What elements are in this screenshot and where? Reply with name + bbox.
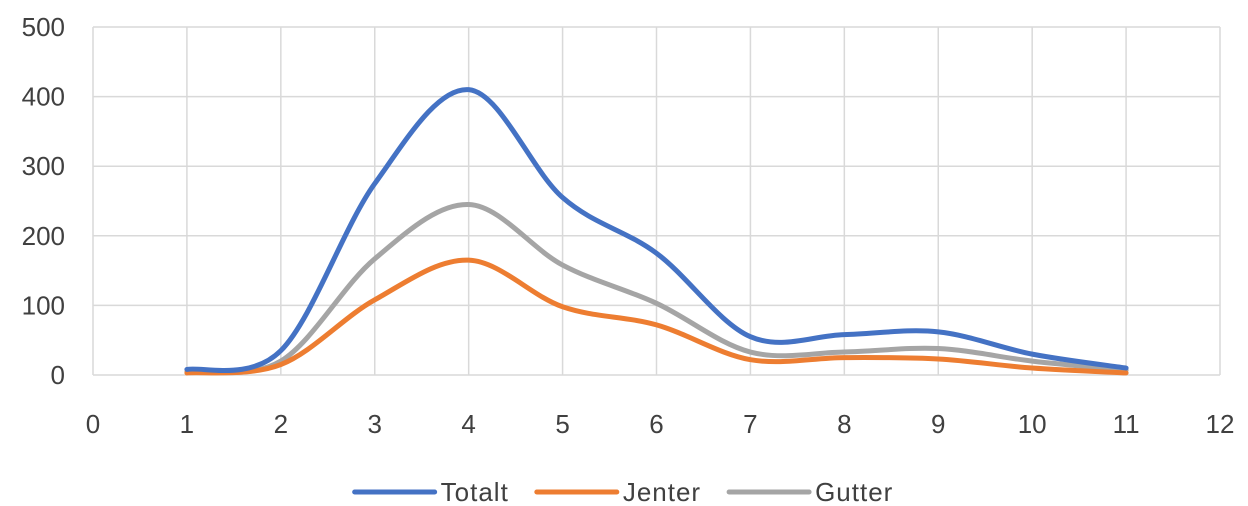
x-axis-tick-labels: 0 1 2 3 4 5 6 7 8 9 10 11 12 [86,409,1235,439]
series-line-totalt [184,87,1129,374]
legend-label-gutter: Gutter [815,477,893,506]
x-tick-label: 4 [461,409,475,439]
x-tick-label: 1 [180,409,194,439]
series-lines [184,87,1129,376]
y-axis-tick-labels: 0 100 200 300 400 500 [22,12,65,390]
grid [92,26,1221,376]
x-tick-label: 6 [649,409,663,439]
x-tick-label: 12 [1206,409,1235,439]
x-tick-label: 5 [555,409,569,439]
legend-label-totalt: Totalt [441,477,509,506]
x-tick-label: 9 [931,409,945,439]
x-tick-label: 11 [1113,409,1140,439]
x-tick-label: 0 [86,409,100,439]
y-tick-label: 300 [22,151,65,181]
series-line-gutter [184,201,1129,376]
x-tick-label: 2 [274,409,288,439]
x-tick-label: 7 [743,409,757,439]
legend: Totalt Jenter Gutter [352,477,893,506]
x-tick-label: 3 [368,409,382,439]
legend-label-jenter: Jenter [623,477,701,506]
y-tick-label: 200 [22,221,65,251]
y-tick-label: 0 [51,360,65,390]
y-tick-label: 500 [22,12,65,42]
y-tick-label: 100 [22,290,65,320]
y-tick-label: 400 [22,82,65,112]
x-tick-label: 8 [837,409,851,439]
x-tick-label: 10 [1018,409,1047,439]
series-line-jenter [184,257,1129,376]
